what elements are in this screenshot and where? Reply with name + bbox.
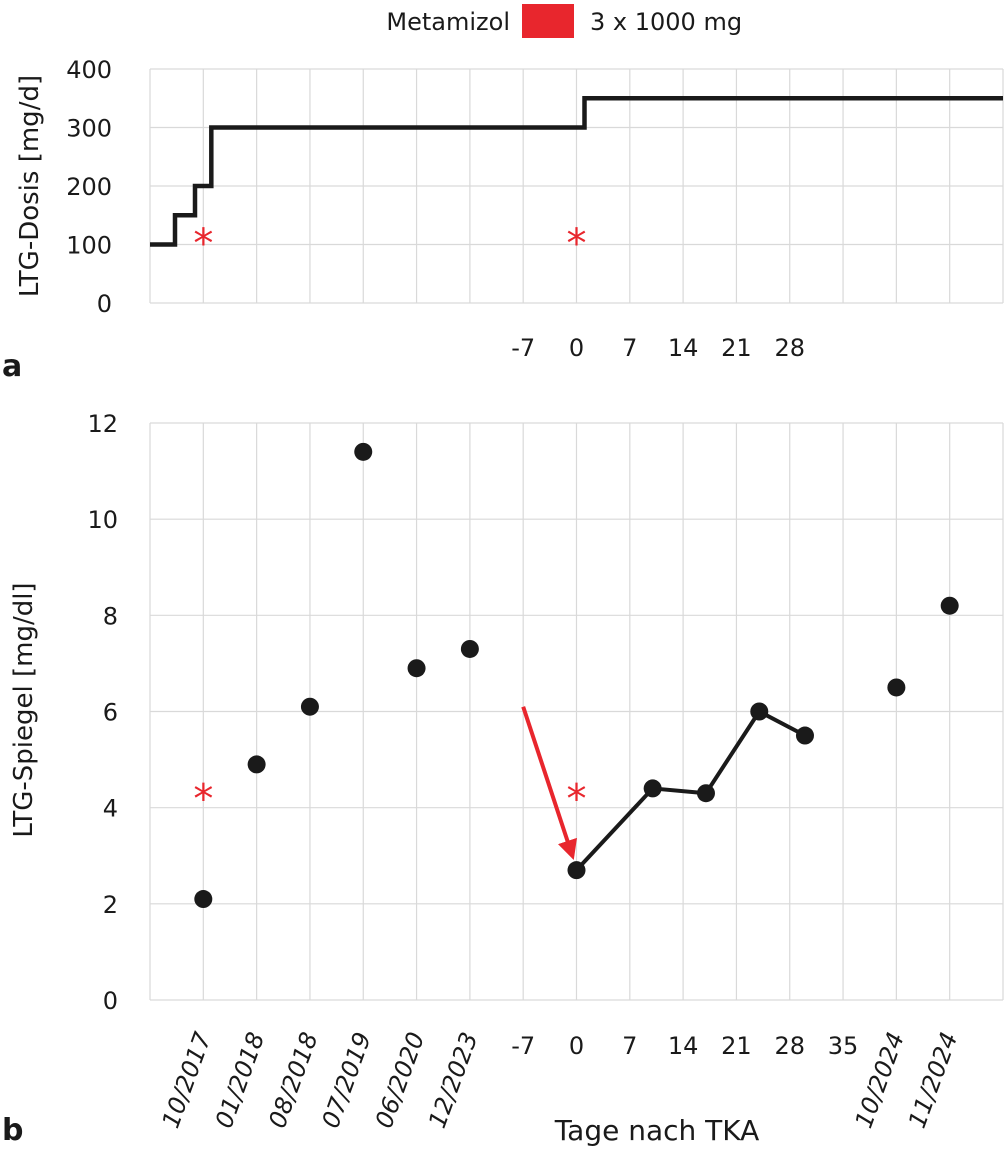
panel-a-dose-chart: 0 100 200 300 400 -7 0 7 14 21 28 LTG-Dosis [mg/d… bbox=[2, 56, 1004, 384]
legend: Metamizol 3 x 1000 mg bbox=[386, 4, 742, 38]
panel-b-series-point bbox=[643, 779, 662, 798]
panel-b-day-tick-label: 21 bbox=[721, 1032, 752, 1060]
panel-b-day-tick-label: 7 bbox=[622, 1032, 637, 1060]
panel-b-y-ticks: 0 2 4 6 8 10 12 bbox=[87, 410, 118, 1015]
panel-b-level-chart: 0 2 4 6 8 10 12 10/201701/201808/201807/201906… bbox=[2, 410, 1004, 1148]
legend-swatch bbox=[522, 4, 574, 38]
panel-b-y-tick-label: 6 bbox=[103, 699, 118, 727]
panel-b-series-point bbox=[795, 726, 814, 745]
panel-a-asterisk: * bbox=[567, 221, 587, 267]
panel-b-date-tick-label: 01/2018 bbox=[210, 1028, 270, 1131]
panel-b-markers: * * bbox=[193, 776, 586, 822]
panel-a-y-tick-label: 400 bbox=[66, 56, 112, 84]
panel-a-y-tick-label: 0 bbox=[97, 290, 112, 318]
panel-b-date-tick-label: 07/2019 bbox=[316, 1028, 376, 1131]
panel-b-data-points bbox=[194, 442, 959, 909]
panel-b-y-tick-label: 0 bbox=[103, 987, 118, 1015]
panel-b-grid bbox=[149, 422, 1004, 1001]
panel-b-data-point bbox=[460, 639, 479, 658]
panel-b-y-axis-label: LTG-Spiegel [mg/dl] bbox=[9, 582, 39, 837]
panel-a-x-tick-label: 21 bbox=[721, 334, 752, 362]
legend-dose: 3 x 1000 mg bbox=[590, 8, 742, 36]
panel-b-label: b bbox=[2, 1113, 23, 1148]
panel-b-asterisk: * bbox=[193, 776, 213, 822]
panel-b-arrow bbox=[521, 706, 577, 860]
panel-a-x-tick-label: -7 bbox=[511, 334, 535, 362]
panel-b-data-point bbox=[247, 755, 266, 774]
panel-a-y-tick-label: 100 bbox=[66, 232, 112, 260]
panel-b-date-tick-label: 11/2024 bbox=[903, 1028, 963, 1131]
panel-b-day-tick-label: 28 bbox=[774, 1032, 805, 1060]
panel-a-x-tick-label: 14 bbox=[668, 334, 699, 362]
panel-b-date-tick-label: 06/2020 bbox=[370, 1028, 430, 1131]
panel-b-day-tick-label: 0 bbox=[569, 1032, 584, 1060]
panel-a-y-tick-label: 200 bbox=[66, 173, 112, 201]
panel-b-data-point bbox=[300, 697, 319, 716]
panel-a-grid bbox=[149, 68, 1004, 304]
panel-b-series-point bbox=[750, 702, 769, 721]
panel-b-x-axis-label: Tage nach TKA bbox=[554, 1114, 760, 1147]
panel-b-date-tick-label: 12/2023 bbox=[423, 1028, 483, 1131]
panel-b-day-tick-label: 14 bbox=[668, 1032, 699, 1060]
panel-b-level-line bbox=[575, 708, 806, 872]
panel-b-day-tick-label: 35 bbox=[828, 1032, 859, 1060]
panel-b-data-point bbox=[407, 659, 426, 678]
panel-b-y-tick-label: 4 bbox=[103, 795, 118, 823]
panel-a-markers: * * bbox=[193, 221, 586, 267]
panel-b-y-tick-label: 2 bbox=[103, 891, 118, 919]
panel-a-y-ticks: 0 100 200 300 400 bbox=[66, 56, 112, 318]
panel-a-asterisk: * bbox=[193, 221, 213, 267]
panel-b-data-point bbox=[940, 596, 959, 615]
panel-b-y-tick-label: 8 bbox=[103, 602, 118, 630]
panel-b-date-tick-label: 10/2024 bbox=[850, 1028, 910, 1131]
panel-b-y-tick-label: 12 bbox=[87, 410, 118, 438]
panel-b-series-point bbox=[696, 784, 715, 803]
panel-a-x-tick-label: 0 bbox=[569, 334, 584, 362]
panel-a-x-tick-label: 7 bbox=[622, 334, 637, 362]
panel-b-date-tick-label: 10/2017 bbox=[157, 1028, 218, 1132]
panel-b-asterisk: * bbox=[567, 776, 587, 822]
panel-b-data-point bbox=[887, 678, 906, 697]
panel-b-date-tick-label: 08/2018 bbox=[263, 1028, 323, 1131]
panel-a-x-tick-label: 28 bbox=[774, 334, 805, 362]
panel-b-data-point bbox=[354, 442, 373, 461]
panel-b-series-point bbox=[567, 861, 586, 880]
panel-a-y-tick-label: 300 bbox=[66, 115, 112, 143]
panel-a-y-axis-label: LTG-Dosis [mg/d] bbox=[15, 75, 45, 297]
panel-a-dose-line bbox=[150, 96, 1003, 247]
legend-label: Metamizol bbox=[386, 8, 510, 36]
panel-a-x-ticks: -7 0 7 14 21 28 bbox=[511, 334, 805, 362]
panel-b-day-tick-label: -7 bbox=[511, 1032, 535, 1060]
panel-a-label: a bbox=[2, 349, 22, 384]
panel-b-y-tick-label: 10 bbox=[87, 506, 118, 534]
panel-b-data-point bbox=[194, 890, 213, 909]
